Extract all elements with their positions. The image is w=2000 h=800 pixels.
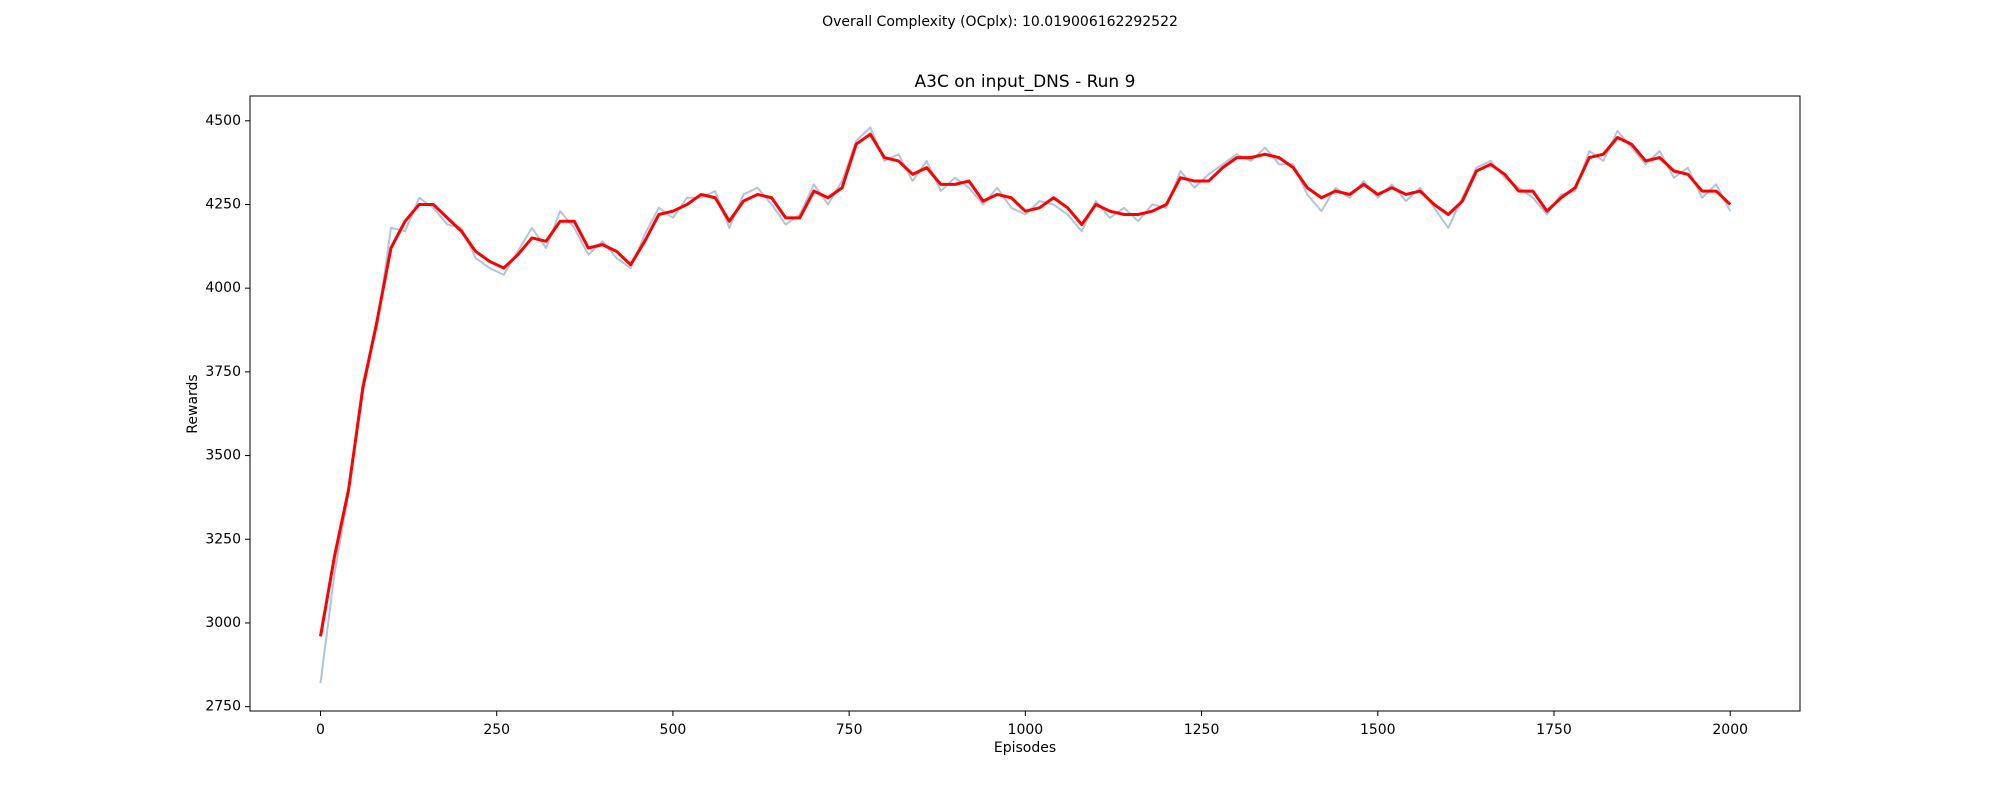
x-tick-label: 1250: [1184, 722, 1220, 738]
suptitle: Overall Complexity (OCplx): 10.019006162…: [822, 14, 1178, 30]
x-tick-label: 500: [660, 722, 687, 738]
y-tick-label: 3000: [205, 615, 241, 631]
y-axis-label: Rewards: [185, 374, 201, 433]
y-tick-label: 4000: [205, 280, 241, 296]
x-tick-label: 1500: [1360, 722, 1396, 738]
y-tick-label: 4250: [205, 196, 241, 212]
chart-title: A3C on input_DNS - Run 9: [915, 72, 1136, 92]
x-tick-label: 0: [316, 722, 325, 738]
x-tick-label: 750: [836, 722, 863, 738]
y-tick-label: 3750: [205, 364, 241, 380]
x-tick-label: 250: [483, 722, 510, 738]
x-tick-label: 2000: [1712, 722, 1748, 738]
y-tick-label: 3500: [205, 448, 241, 464]
y-tick-label: 3250: [205, 531, 241, 547]
series-line: [319, 132, 1732, 637]
x-tick-label: 1750: [1536, 722, 1572, 738]
x-tick-label: 1000: [1008, 722, 1044, 738]
y-tick-label: 4500: [205, 113, 241, 129]
plot-frame: [249, 95, 1801, 712]
y-tick-label: 2750: [205, 699, 241, 715]
x-axis-label: Episodes: [994, 740, 1056, 756]
